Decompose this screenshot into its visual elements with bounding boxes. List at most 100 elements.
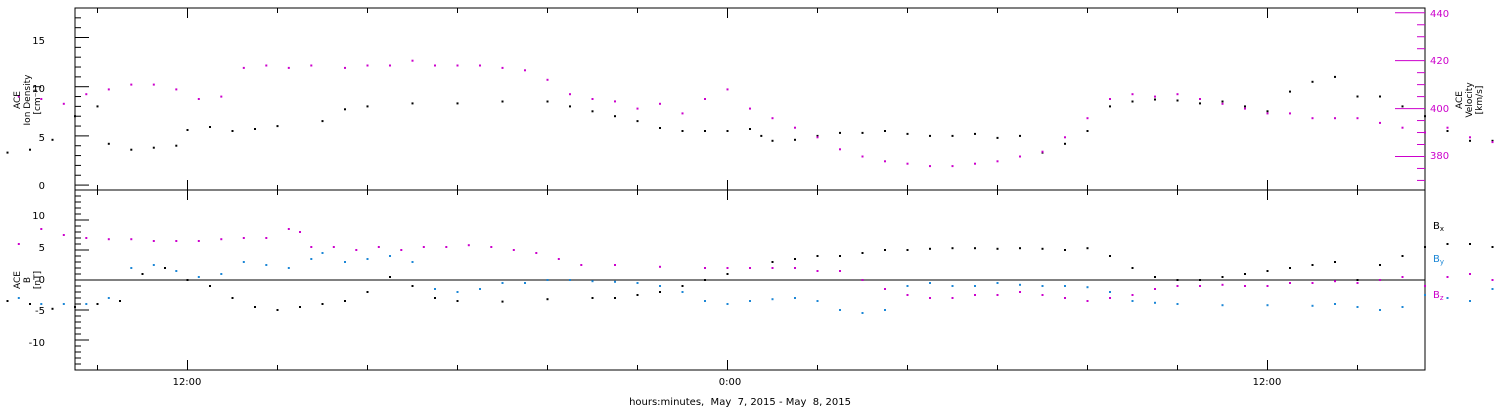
bx-point [74, 306, 76, 308]
by-point [546, 279, 549, 281]
bx-point [1446, 243, 1449, 245]
by-point [1469, 300, 1471, 302]
bx-point [366, 291, 369, 293]
bz-point [1131, 294, 1134, 296]
x-axis-title: hours:minutes, May 7, 2015 - May 8, 2015 [629, 397, 851, 408]
density-point [614, 115, 616, 118]
bz-point [1356, 282, 1359, 284]
bx-point [1491, 246, 1494, 248]
velocity-point [884, 160, 886, 163]
density-point [107, 142, 110, 145]
field-tick-5: 5 [39, 243, 45, 254]
bx-point [884, 249, 886, 251]
velocity-point [265, 64, 268, 67]
by-point [1131, 300, 1134, 302]
field-tick-minus10: -10 [29, 338, 45, 349]
velocity-point [456, 64, 459, 67]
bx-point [546, 298, 549, 301]
bx-point [1334, 261, 1336, 263]
velocity-point [501, 66, 504, 69]
bz-point [1311, 282, 1314, 284]
bx-point [276, 309, 279, 311]
x-tick-label-midnight: 0:00 [719, 377, 741, 388]
velocity-point [614, 100, 616, 103]
density-point [1289, 90, 1291, 93]
by-point [130, 267, 133, 269]
bz-point [175, 240, 178, 242]
velocity-point [411, 59, 414, 62]
bx-point [389, 276, 391, 278]
by-point [344, 261, 346, 263]
density-point [411, 102, 414, 105]
velocity-point [1244, 107, 1246, 110]
bz-point [242, 237, 245, 239]
by-point [434, 288, 436, 290]
by-point [591, 280, 594, 283]
by-point [659, 285, 661, 287]
bx-point [951, 247, 954, 250]
density-point [760, 134, 763, 137]
bx-point [681, 285, 684, 287]
density-point [816, 134, 819, 137]
x-tick-label-noon-may7: 12:00 [173, 377, 202, 388]
bx-point [614, 297, 616, 299]
bz-point [1154, 288, 1156, 290]
velocity-point [951, 165, 954, 168]
velocity-point [1289, 112, 1291, 115]
velocity-point [1221, 102, 1224, 105]
bz-point [287, 228, 290, 230]
velocity-point [62, 102, 65, 105]
velocity-point [197, 98, 200, 100]
bz-point [1176, 285, 1179, 287]
by-point [1221, 304, 1224, 307]
velocity-point [1019, 155, 1021, 158]
velocity-point [524, 69, 526, 72]
bx-point [1379, 264, 1381, 266]
bz-point [704, 267, 706, 269]
velocity-point [996, 160, 999, 163]
bz-point [771, 267, 774, 269]
density-point [209, 126, 211, 128]
density-tick-15: 15 [32, 36, 45, 47]
bz-point [996, 294, 999, 296]
bx-point [659, 291, 661, 293]
bx-point [96, 303, 99, 305]
density-point [1424, 115, 1426, 118]
bz-point [1446, 276, 1449, 278]
velocity-point [636, 107, 639, 110]
by-point [1154, 301, 1156, 304]
density-point [1356, 95, 1359, 98]
bz-point [1019, 291, 1021, 293]
density-point [1446, 130, 1449, 132]
velocity-point [1446, 126, 1449, 129]
bx-point [1086, 247, 1089, 250]
bx-point [29, 303, 31, 305]
velocity-point [794, 126, 796, 129]
bz-point [490, 246, 493, 248]
density-point [186, 129, 189, 131]
by-point [1401, 306, 1404, 308]
bz-point [1424, 285, 1426, 287]
velocity-point [1199, 98, 1201, 100]
bx-point [321, 303, 324, 305]
bx-point [6, 300, 9, 302]
bz-point [445, 246, 448, 248]
density-point [749, 128, 751, 130]
density-point [1064, 142, 1066, 145]
velocity-point [861, 155, 864, 158]
bz-point [951, 297, 954, 299]
bz-point [1064, 297, 1066, 299]
bz-point [839, 270, 841, 272]
bx-point [1244, 273, 1246, 275]
velocity-point [1086, 117, 1089, 120]
density-axis-label-line3: [cm⁻³] [33, 85, 43, 114]
density-point [771, 139, 774, 142]
by-point [1266, 304, 1269, 307]
by-point [85, 303, 88, 305]
bx-point [906, 249, 909, 251]
bz-point [1041, 294, 1044, 296]
bx-point [164, 267, 166, 269]
bx-point [1289, 267, 1291, 269]
density-point [591, 110, 594, 113]
velocity-point [546, 78, 549, 81]
